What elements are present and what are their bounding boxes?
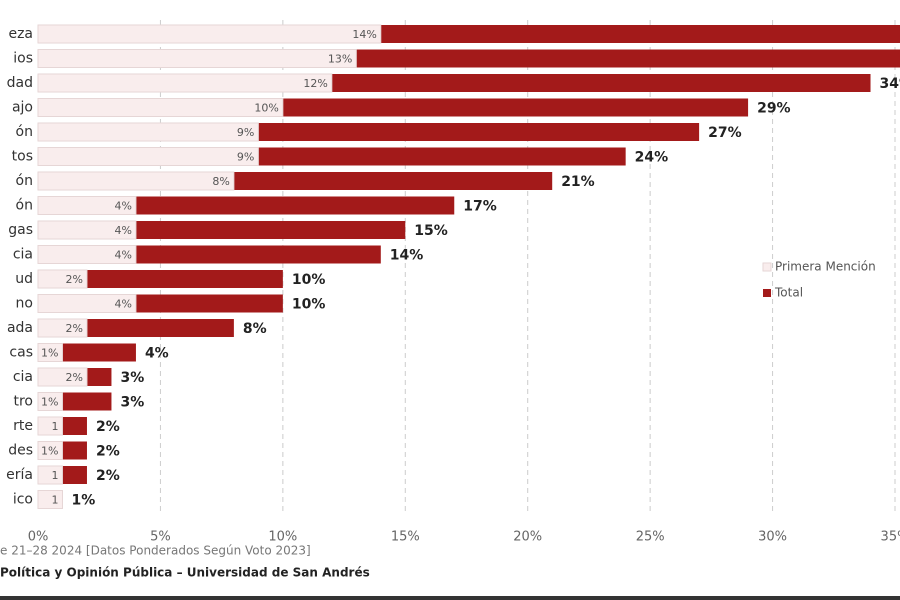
bar-primera bbox=[37, 318, 88, 338]
primera-label: 4% bbox=[114, 298, 131, 311]
total-label: 27% bbox=[708, 125, 742, 141]
bar-primera bbox=[37, 24, 382, 44]
bar-primera bbox=[37, 392, 63, 411]
primera-label: 1% bbox=[41, 445, 58, 458]
x-tick-label: 0% bbox=[28, 530, 49, 545]
bar-primera bbox=[37, 441, 63, 460]
bar-primera bbox=[37, 294, 137, 313]
x-tick-label: 30% bbox=[758, 530, 787, 545]
category-label: tro bbox=[13, 394, 33, 410]
category-label: eza bbox=[8, 26, 33, 42]
bar-primera bbox=[37, 416, 63, 436]
total-label: 2% bbox=[96, 468, 120, 484]
primera-label: 4% bbox=[114, 249, 131, 262]
primera-label: 13% bbox=[328, 53, 352, 66]
bar-primera bbox=[37, 343, 63, 362]
category-label: dad bbox=[7, 75, 33, 91]
total-label: 24% bbox=[635, 150, 669, 166]
bar-primera bbox=[37, 49, 357, 68]
footnote: e 21–28 2024 [Datos Ponderados Según Vot… bbox=[0, 544, 311, 558]
category-label: des bbox=[8, 443, 33, 459]
primera-label: 10% bbox=[254, 102, 278, 115]
primera-label: 1% bbox=[41, 396, 58, 409]
category-label: cas bbox=[9, 345, 33, 361]
legend-swatch bbox=[762, 262, 772, 272]
total-label: 3% bbox=[120, 370, 144, 386]
total-label: 2% bbox=[96, 444, 120, 460]
total-label: 17% bbox=[463, 199, 497, 215]
total-label: 15% bbox=[414, 223, 448, 239]
x-tick-label: 35% bbox=[881, 530, 900, 545]
primera-label: 2% bbox=[66, 322, 83, 335]
legend-swatch bbox=[763, 289, 771, 297]
bar-primera bbox=[37, 98, 284, 117]
category-label: ud bbox=[15, 271, 33, 287]
legend-label: Primera Mención bbox=[775, 260, 876, 274]
category-label: ajo bbox=[12, 100, 33, 116]
category-label: ón bbox=[16, 124, 33, 140]
category-label: gas bbox=[8, 222, 33, 238]
category-label: tos bbox=[12, 149, 33, 165]
total-label: 2% bbox=[96, 419, 120, 435]
total-label: 1% bbox=[71, 493, 95, 509]
category-label: cia bbox=[13, 369, 33, 385]
category-label: no bbox=[16, 296, 33, 312]
source: Política y Opinión Pública – Universidad… bbox=[0, 566, 370, 580]
total-label: 14% bbox=[390, 248, 424, 264]
category-label: ico bbox=[13, 492, 33, 508]
category-label: ón bbox=[16, 198, 33, 214]
total-label: 29% bbox=[757, 101, 791, 117]
total-label: 21% bbox=[561, 174, 595, 190]
bar-primera bbox=[37, 367, 88, 387]
primera-label: 2% bbox=[66, 273, 83, 286]
category-label: ios bbox=[13, 51, 33, 67]
bar-primera bbox=[37, 490, 63, 509]
primera-label: 9% bbox=[237, 151, 254, 164]
bottom-rule bbox=[0, 596, 900, 600]
x-tick-label: 25% bbox=[636, 530, 665, 545]
category-label: ada bbox=[7, 320, 33, 336]
category-label: ería bbox=[6, 467, 33, 483]
primera-label: 1% bbox=[41, 347, 58, 360]
bar-primera bbox=[37, 147, 259, 166]
primera-label: 1 bbox=[51, 469, 58, 482]
total-label: 3% bbox=[120, 395, 144, 411]
legend-label: Total bbox=[774, 286, 803, 300]
total-label: 8% bbox=[243, 321, 267, 337]
bar-primera bbox=[37, 465, 63, 485]
bar-total bbox=[38, 270, 283, 288]
bar-primera bbox=[37, 245, 137, 264]
category-label: rte bbox=[13, 418, 33, 434]
x-tick-label: 5% bbox=[150, 530, 171, 545]
category-label: ón bbox=[16, 173, 33, 189]
primera-label: 1 bbox=[51, 420, 58, 433]
bar-primera bbox=[37, 73, 333, 93]
bar-primera bbox=[37, 122, 259, 142]
primera-label: 1 bbox=[51, 494, 58, 507]
primera-label: 8% bbox=[212, 175, 229, 188]
bar-total bbox=[38, 196, 455, 215]
total-label: 10% bbox=[292, 297, 326, 313]
bar-primera bbox=[37, 220, 137, 240]
bar-primera bbox=[37, 171, 235, 191]
category-label: cia bbox=[13, 247, 33, 263]
total-label: 34% bbox=[880, 76, 900, 92]
total-label: 4% bbox=[145, 346, 169, 362]
x-tick-label: 10% bbox=[268, 530, 297, 545]
primera-label: 12% bbox=[303, 77, 327, 90]
primera-label: 9% bbox=[237, 126, 254, 139]
primera-label: 14% bbox=[352, 28, 376, 41]
primera-label: 2% bbox=[66, 371, 83, 384]
primera-label: 4% bbox=[114, 200, 131, 213]
bar-primera bbox=[37, 196, 137, 215]
bar-primera bbox=[37, 269, 88, 289]
primera-label: 4% bbox=[114, 224, 131, 237]
x-tick-label: 15% bbox=[391, 530, 420, 545]
x-tick-label: 20% bbox=[513, 530, 542, 545]
total-label: 10% bbox=[292, 272, 326, 288]
